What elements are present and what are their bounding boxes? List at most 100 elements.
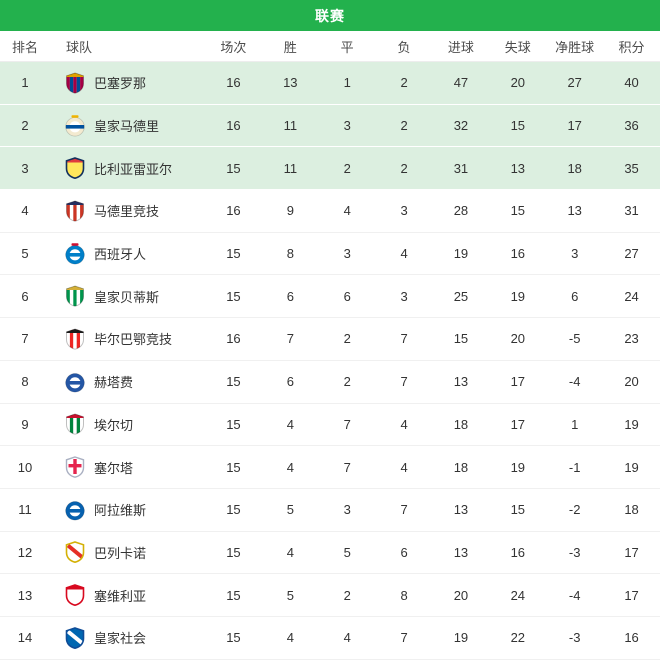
win-cell: 4 (286, 416, 294, 432)
draw-cell: 4 (343, 203, 351, 219)
draw-cell: 2 (343, 331, 351, 347)
points-cell: 35 (624, 160, 639, 176)
getafe-crest-icon (64, 371, 86, 393)
goals-for-cell: 47 (453, 75, 469, 91)
goal-diff-cell: -4 (568, 374, 581, 390)
sevilla-crest-icon (64, 584, 86, 607)
draw-cell: 5 (343, 544, 351, 560)
draw-cell: 7 (343, 459, 351, 475)
goal-diff-cell: -4 (568, 587, 581, 603)
goals-against-cell: 20 (510, 75, 526, 91)
table-row[interactable]: 6 皇家贝蒂斯 15 6 6 3 25 19 6 24 (0, 275, 660, 319)
draw-cell: 4 (343, 630, 351, 646)
table-row[interactable]: 2 皇家马德里 16 11 3 2 32 15 17 36 (0, 104, 660, 148)
column-header-points: 积分 (618, 39, 645, 55)
goal-diff-cell: 13 (567, 203, 582, 219)
played-cell: 15 (226, 630, 241, 646)
goals-for-cell: 32 (453, 118, 469, 134)
table-row[interactable]: 8 赫塔费 15 6 2 7 13 17 -4 20 (0, 360, 660, 404)
team-name: 毕尔巴鄂竞技 (94, 332, 173, 348)
played-cell: 15 (226, 246, 241, 262)
goals-against-cell: 24 (510, 587, 526, 603)
team-cell: 塞尔塔 (50, 456, 205, 478)
table-row[interactable]: 3 比利亚雷亚尔 15 11 2 2 31 13 18 35 (0, 147, 660, 191)
loss-cell: 2 (400, 75, 408, 91)
rank-cell: 2 (21, 118, 29, 134)
real-betis-crest-icon (64, 285, 86, 307)
table-row[interactable]: 11 阿拉维斯 15 5 3 7 13 15 -2 18 (0, 488, 660, 532)
goals-against-cell: 19 (510, 288, 526, 304)
win-cell: 6 (286, 288, 294, 304)
goals-for-cell: 25 (453, 288, 469, 304)
table-body: 1 巴塞罗那 16 13 1 2 47 20 27 40 2 皇家马德里 16 … (0, 62, 660, 660)
goals-for-cell: 15 (453, 331, 469, 347)
win-cell: 6 (286, 374, 294, 390)
goals-against-cell: 22 (510, 630, 526, 646)
table-row[interactable]: 10 塞尔塔 15 4 7 4 18 19 -1 19 (0, 446, 660, 489)
win-cell: 4 (286, 459, 294, 475)
goal-diff-cell: -5 (568, 331, 581, 347)
rank-cell: 10 (17, 459, 33, 475)
table-row[interactable]: 1 巴塞罗那 16 13 1 2 47 20 27 40 (0, 62, 660, 105)
win-cell: 7 (286, 331, 294, 347)
goals-for-cell: 13 (453, 502, 469, 518)
team-name: 皇家贝蒂斯 (94, 289, 160, 305)
draw-cell: 3 (343, 118, 351, 134)
loss-cell: 3 (400, 288, 408, 304)
column-header-loss: 负 (397, 39, 411, 55)
goals-for-cell: 13 (453, 374, 469, 390)
win-cell: 4 (286, 630, 294, 646)
points-cell: 19 (624, 459, 639, 475)
draw-cell: 2 (343, 160, 351, 176)
goal-diff-cell: 6 (571, 288, 579, 304)
loss-cell: 4 (400, 459, 408, 475)
team-name: 塞维利亚 (94, 588, 147, 604)
rank-cell: 11 (18, 502, 32, 518)
table-row[interactable]: 12 巴列卡诺 15 4 5 6 13 16 -3 17 (0, 531, 660, 575)
column-header-played: 场次 (220, 39, 247, 55)
rank-cell: 4 (21, 203, 29, 219)
goals-for-cell: 18 (453, 459, 469, 475)
team-cell: 马德里竞技 (50, 200, 205, 222)
team-cell: 塞维利亚 (50, 584, 205, 607)
table-row[interactable]: 5 西班牙人 15 8 3 4 19 16 3 27 (0, 232, 660, 276)
real-sociedad-crest-icon (64, 626, 86, 649)
real-madrid-crest-icon (64, 114, 86, 137)
table-row[interactable]: 9 埃尔切 15 4 7 4 18 17 1 19 (0, 403, 660, 447)
played-cell: 15 (226, 587, 241, 603)
team-cell: 皇家社会 (50, 626, 205, 649)
points-cell: 31 (624, 203, 639, 219)
team-name: 赫塔费 (94, 375, 134, 391)
goal-diff-cell: -1 (568, 459, 581, 475)
table-row[interactable]: 14 皇家社会 15 4 4 7 19 22 -3 16 (0, 616, 660, 660)
team-cell: 巴塞罗那 (50, 72, 205, 94)
goal-diff-cell: -3 (568, 544, 581, 560)
rank-cell: 7 (21, 331, 29, 347)
points-cell: 23 (624, 331, 639, 347)
win-cell: 13 (283, 75, 298, 91)
played-cell: 16 (226, 331, 241, 347)
goal-diff-cell: 27 (567, 75, 582, 91)
team-cell: 埃尔切 (50, 413, 205, 436)
goals-for-cell: 18 (453, 416, 469, 432)
points-cell: 36 (624, 118, 639, 134)
goal-diff-cell: 1 (571, 416, 579, 432)
rank-cell: 13 (17, 587, 33, 603)
win-cell: 5 (286, 587, 294, 603)
atletico-madrid-crest-icon (64, 200, 86, 222)
goals-against-cell: 17 (510, 416, 526, 432)
elche-crest-icon (64, 413, 86, 436)
table-row[interactable]: 13 塞维利亚 15 5 2 8 20 24 -4 17 (0, 574, 660, 617)
rank-cell: 1 (21, 75, 29, 91)
table-row[interactable]: 4 马德里竞技 16 9 4 3 28 15 13 31 (0, 190, 660, 233)
team-cell: 巴列卡诺 (50, 541, 205, 564)
athletic-bilbao-crest-icon (64, 328, 86, 350)
played-cell: 16 (226, 75, 241, 91)
rank-cell: 12 (17, 544, 33, 560)
column-header-rank: 排名 (11, 39, 38, 55)
table-row[interactable]: 7 毕尔巴鄂竞技 16 7 2 7 15 20 -5 23 (0, 318, 660, 361)
draw-cell: 7 (343, 416, 351, 432)
goal-diff-cell: 18 (567, 160, 582, 176)
played-cell: 15 (226, 160, 241, 176)
